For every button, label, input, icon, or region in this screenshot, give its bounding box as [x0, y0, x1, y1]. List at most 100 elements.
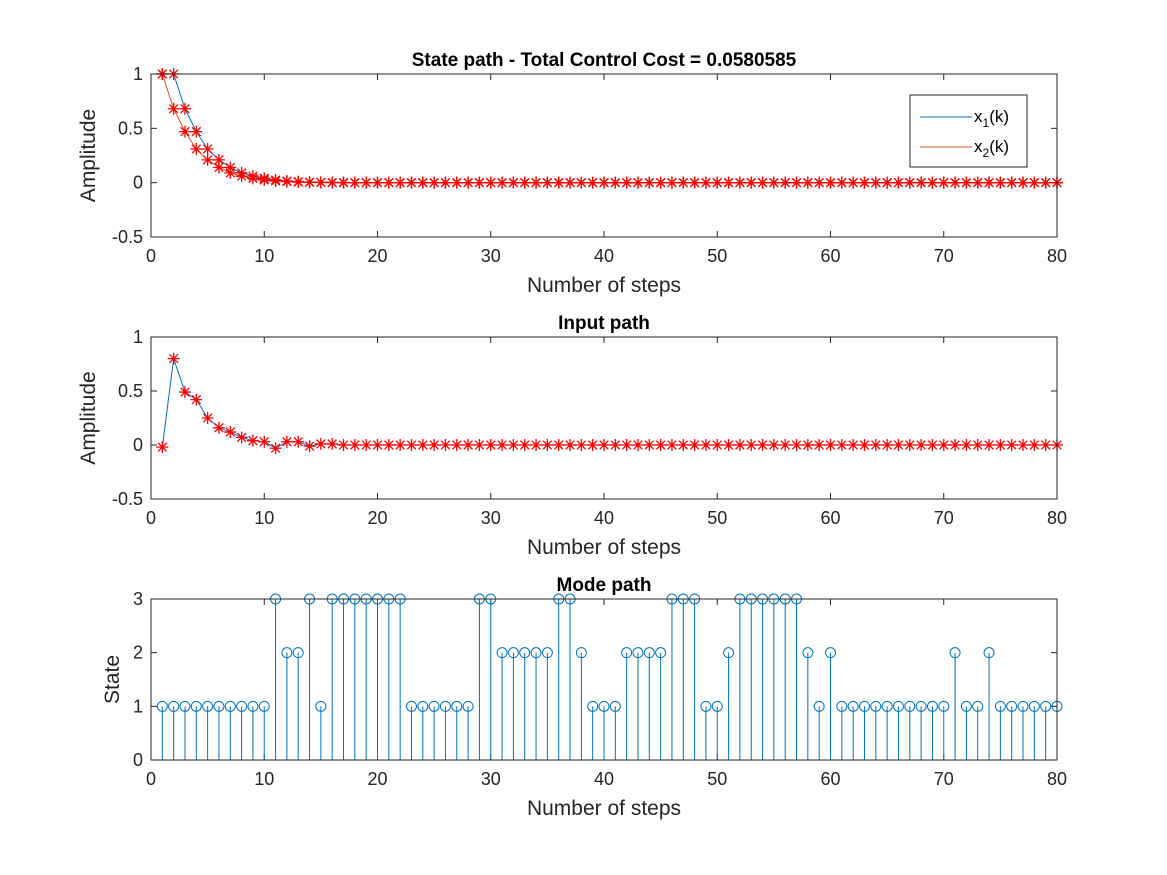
- x-tick-label: 50: [707, 508, 727, 528]
- stem-point: [825, 647, 836, 760]
- data-point-marker: [869, 439, 882, 451]
- y-tick-label: 0: [133, 173, 143, 193]
- stem-point: [587, 700, 599, 760]
- x-tick-label: 60: [820, 508, 840, 528]
- data-point-marker: [360, 176, 373, 189]
- data-point-marker: [926, 176, 939, 189]
- stem-point: [949, 647, 961, 760]
- data-point-marker: [496, 176, 509, 189]
- data-point-marker: [779, 176, 792, 189]
- data-point-marker: [450, 176, 463, 189]
- stem-point: [960, 700, 972, 760]
- stem-point: [598, 700, 610, 760]
- data-point-marker: [394, 439, 407, 451]
- data-point-marker: [280, 175, 293, 188]
- data-point-marker: [246, 172, 259, 185]
- data-point-marker: [643, 439, 656, 451]
- stem-point: [904, 700, 916, 760]
- data-point-marker: [348, 176, 361, 189]
- data-point-marker: [167, 102, 180, 115]
- data-point-marker: [903, 439, 916, 451]
- data-point-marker: [892, 176, 905, 189]
- stem-point: [236, 700, 248, 760]
- stem-point: [156, 700, 168, 760]
- data-point-marker: [915, 176, 928, 189]
- data-point-marker: [609, 176, 622, 189]
- y-tick-label: 0.5: [118, 381, 143, 401]
- stem-point: [507, 647, 519, 760]
- data-point-marker: [326, 437, 339, 450]
- data-point-marker: [530, 439, 543, 451]
- data-point-marker: [201, 153, 214, 166]
- x-tick-label: 0: [146, 246, 156, 266]
- data-point-marker: [824, 439, 837, 451]
- data-point-marker: [960, 439, 973, 451]
- data-point-marker: [847, 439, 860, 451]
- stem-point: [632, 647, 644, 760]
- x-axis-label: Number of steps: [527, 274, 681, 297]
- stem-point: [541, 647, 553, 760]
- data-point-marker: [1028, 176, 1041, 189]
- data-point-marker: [937, 176, 950, 189]
- stem-point: [1006, 700, 1018, 760]
- data-point-marker: [665, 439, 678, 451]
- stem-point: [915, 700, 927, 760]
- data-point-marker: [337, 176, 350, 189]
- data-point-marker: [201, 142, 214, 155]
- data-point-marker: [835, 439, 848, 451]
- data-point-marker: [654, 176, 667, 189]
- stem-point: [519, 647, 531, 760]
- x-tick-label: 70: [934, 246, 954, 266]
- stem-point: [926, 700, 938, 760]
- data-point-marker: [620, 439, 633, 451]
- data-point-marker: [235, 431, 248, 444]
- x-tick-label: 60: [820, 769, 840, 789]
- stem-point: [190, 700, 202, 760]
- stem-point: [700, 700, 712, 760]
- data-point-marker: [507, 439, 520, 451]
- data-point-marker: [326, 176, 339, 189]
- data-point-marker: [439, 439, 452, 451]
- data-point-marker: [767, 176, 780, 189]
- data-point-marker: [677, 176, 690, 189]
- data-point-marker: [813, 176, 826, 189]
- stem-point: [451, 700, 463, 760]
- axes-frame: [150, 336, 1058, 500]
- data-point-marker: [688, 176, 701, 189]
- data-point-marker: [858, 439, 871, 451]
- data-point-marker: [552, 439, 565, 451]
- data-point-marker: [235, 170, 248, 183]
- x-tick-label: 0: [146, 508, 156, 528]
- data-point-marker: [699, 176, 712, 189]
- x-tick-label: 10: [254, 508, 274, 528]
- y-tick-label: 0.5: [118, 118, 143, 138]
- data-point-marker: [824, 176, 837, 189]
- data-point-marker: [892, 439, 905, 451]
- stem-point: [858, 700, 870, 760]
- data-point-marker: [858, 176, 871, 189]
- axes-frame: [150, 73, 1058, 238]
- data-point-marker: [212, 421, 225, 434]
- stem-point: [938, 700, 950, 760]
- stem-point: [621, 647, 633, 760]
- mode-path-plot: 0 10 20 30 40 50 60 70 80 0 1 2 3 Mode path Number of …: [101, 575, 1067, 820]
- data-point-marker: [178, 102, 191, 115]
- data-point-marker: [609, 439, 622, 451]
- data-point-marker: [971, 439, 984, 451]
- data-point-marker: [473, 439, 486, 451]
- data-point-marker: [722, 439, 735, 451]
- y-tick-label: 1: [133, 696, 143, 716]
- data-point-marker: [292, 435, 305, 448]
- data-point-marker: [564, 176, 577, 189]
- data-point-marker: [405, 176, 418, 189]
- x-tick-label: 10: [254, 769, 274, 789]
- stem-point: [247, 700, 259, 760]
- data-point-marker: [960, 176, 973, 189]
- y-axis-label: State: [101, 655, 124, 704]
- data-point-marker: [903, 176, 916, 189]
- stem-point: [972, 700, 984, 760]
- data-point-marker: [224, 426, 237, 439]
- y-tick-label: 3: [133, 589, 143, 609]
- x-axis-label: Number of steps: [527, 536, 681, 559]
